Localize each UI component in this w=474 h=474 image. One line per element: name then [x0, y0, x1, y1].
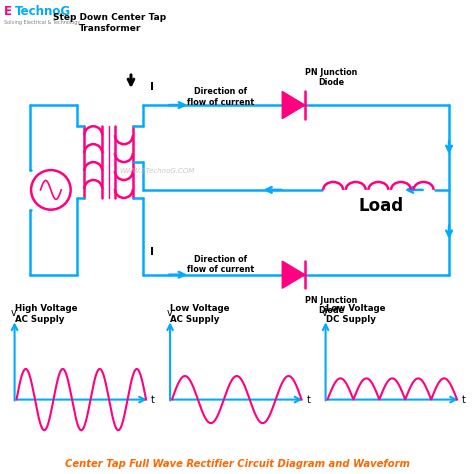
Text: I: I: [150, 247, 154, 257]
Text: High Voltage
AC Supply: High Voltage AC Supply: [15, 304, 77, 324]
Text: I: I: [150, 82, 154, 92]
Text: Direction of
flow of current: Direction of flow of current: [187, 255, 254, 274]
Text: t: t: [462, 395, 466, 405]
Polygon shape: [282, 91, 305, 118]
Text: v: v: [166, 308, 172, 318]
Text: Solving Electrical & Technology: Solving Electrical & Technology: [4, 20, 80, 25]
Text: Low Voltage
AC Supply: Low Voltage AC Supply: [170, 304, 229, 324]
Text: TechnoG: TechnoG: [15, 5, 71, 18]
Text: PN Junction
Diode: PN Junction Diode: [305, 68, 357, 87]
Text: t: t: [307, 395, 310, 405]
Text: E: E: [4, 5, 12, 18]
Text: Direction of
flow of current: Direction of flow of current: [187, 87, 254, 107]
Text: WWW.ETechnoG.COM: WWW.ETechnoG.COM: [119, 168, 195, 174]
Text: t: t: [151, 395, 155, 405]
Text: Load: Load: [358, 197, 403, 215]
Text: v: v: [11, 308, 17, 318]
Text: Center Tap Full Wave Rectifier Circuit Diagram and Waveform: Center Tap Full Wave Rectifier Circuit D…: [64, 459, 410, 469]
Text: PN Junction
Diode: PN Junction Diode: [305, 296, 357, 315]
Text: Step Down Center Tap
Transformer: Step Down Center Tap Transformer: [53, 13, 166, 33]
Text: Low Voltage
DC Supply: Low Voltage DC Supply: [326, 304, 385, 324]
Text: v: v: [322, 308, 328, 318]
Polygon shape: [282, 261, 305, 288]
